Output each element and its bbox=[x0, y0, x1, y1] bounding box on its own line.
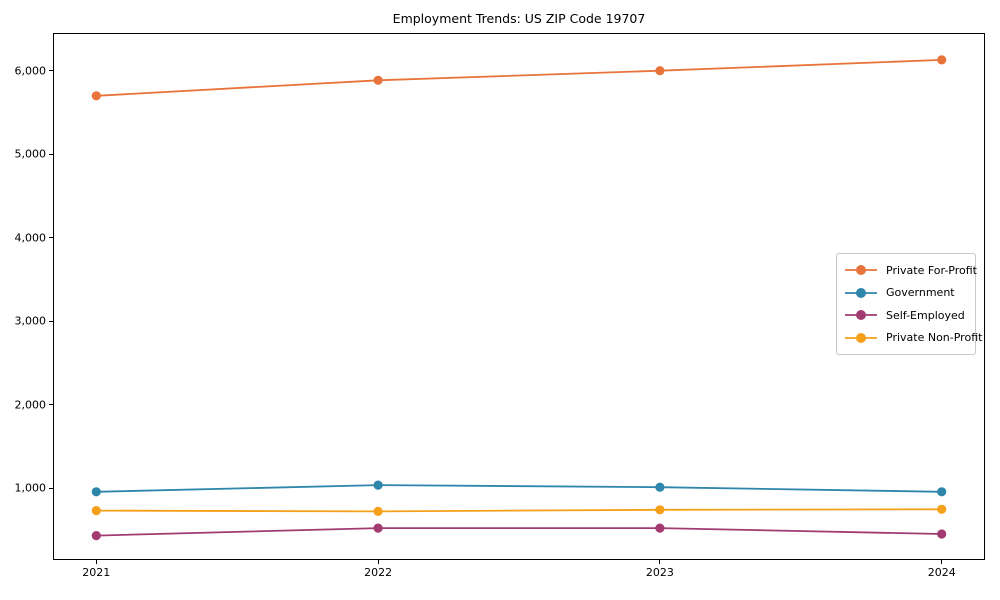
y-tick-label: 3,000 bbox=[14, 314, 47, 328]
x-tick-mark bbox=[95, 560, 97, 564]
x-tick-mark bbox=[941, 560, 943, 564]
x-tick-mark bbox=[659, 560, 661, 564]
y-tick-mark bbox=[49, 404, 53, 406]
data-point-marker bbox=[91, 487, 101, 497]
legend-label: Self-Employed bbox=[886, 308, 965, 322]
legend-item-2: Self-Employed bbox=[844, 304, 969, 327]
series-line-3 bbox=[96, 508, 942, 513]
y-tick-label: 6,000 bbox=[14, 64, 47, 78]
legend-line-marker-icon bbox=[845, 265, 877, 276]
legend-line-marker-icon bbox=[845, 310, 877, 321]
legend: Private For-Profit Government Self-Employe… bbox=[836, 253, 982, 355]
x-tick-label: 2021 bbox=[82, 566, 111, 579]
y-tick-mark bbox=[49, 70, 53, 72]
y-tick-label: 1,000 bbox=[14, 481, 47, 495]
y-tick-label: 4,000 bbox=[14, 231, 47, 245]
data-point-marker bbox=[373, 523, 383, 533]
series-line-0 bbox=[96, 59, 942, 97]
legend-label: Private For-Profit bbox=[886, 263, 977, 277]
legend-item-1: Government bbox=[844, 282, 969, 305]
legend-line-marker-icon bbox=[845, 287, 877, 298]
x-tick-label: 2022 bbox=[364, 566, 393, 579]
data-point-marker bbox=[373, 506, 383, 516]
data-point-marker bbox=[373, 75, 383, 85]
x-tick-label: 2023 bbox=[645, 566, 674, 579]
plot-canvas bbox=[91, 55, 947, 541]
chart-title: Employment Trends: US ZIP Code 19707 bbox=[392, 11, 646, 26]
series-line-1 bbox=[96, 484, 942, 493]
data-point-marker bbox=[937, 504, 947, 514]
legend-item-3: Private Non-Profit bbox=[844, 327, 982, 350]
y-tick-label: 2,000 bbox=[14, 398, 47, 412]
legend-item-0: Private For-Profit bbox=[844, 259, 977, 282]
data-point-marker bbox=[373, 480, 383, 490]
y-tick-mark bbox=[49, 487, 53, 489]
data-point-marker bbox=[655, 523, 665, 533]
y-tick-mark bbox=[49, 153, 53, 155]
x-tick-mark bbox=[377, 560, 379, 564]
legend-line-marker-icon bbox=[845, 332, 877, 343]
legend-label: Private Non-Profit bbox=[886, 331, 983, 345]
data-point-marker bbox=[937, 55, 947, 65]
data-point-marker bbox=[91, 91, 101, 101]
data-point-marker bbox=[937, 487, 947, 497]
y-tick-mark bbox=[49, 237, 53, 239]
data-point-marker bbox=[91, 531, 101, 541]
data-point-marker bbox=[937, 529, 947, 539]
y-tick-mark bbox=[49, 320, 53, 322]
data-point-marker bbox=[655, 66, 665, 76]
series-line-2 bbox=[96, 527, 942, 537]
data-point-marker bbox=[655, 505, 665, 515]
plot-area bbox=[53, 33, 985, 560]
data-point-marker bbox=[655, 482, 665, 492]
x-tick-label: 2024 bbox=[927, 566, 956, 579]
data-point-marker bbox=[91, 506, 101, 516]
legend-label: Government bbox=[886, 286, 955, 300]
y-tick-label: 5,000 bbox=[14, 147, 47, 161]
